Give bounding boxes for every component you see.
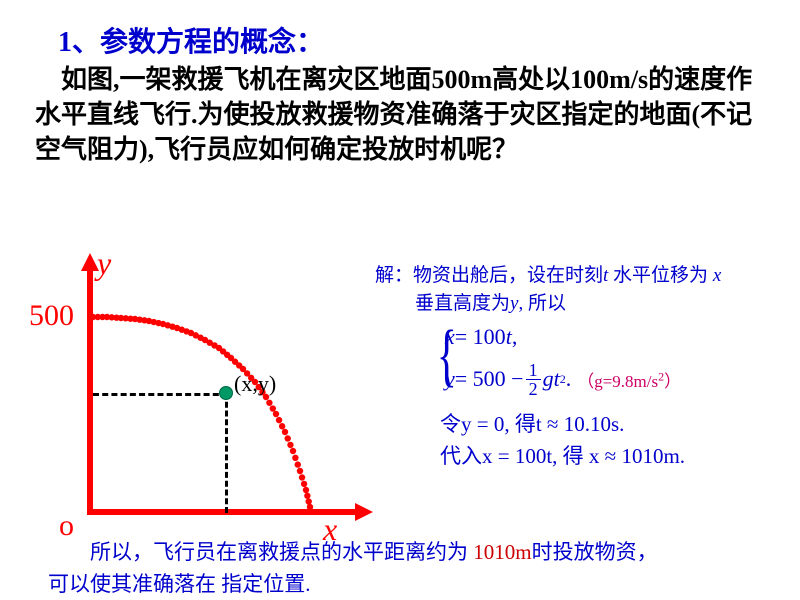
equation-system: x = 100t, y = 500 − 1 2 gt2 . （g=9.8m/s2…: [445, 320, 681, 396]
conclusion-line-2: 可以使其准确落在 指定位置.: [48, 568, 311, 598]
solution-line-1: 解：物资出舱后，设在时刻t 水平位移为 x: [375, 260, 721, 287]
solution-line-2: 垂直高度为y, 所以: [415, 288, 566, 315]
conclusion-line-1: 所以，飞行员在离救援点的水平距离约为 1010m时投放物资，: [90, 536, 658, 566]
solution-line-4: 代入x = 100t, 得 x ≈ 1010m.: [440, 440, 685, 470]
one-half-fraction: 1 2: [526, 361, 541, 398]
solution-line-3: 令y = 0, 得t ≈ 10.10s.: [440, 408, 624, 438]
sample-point: [219, 386, 233, 400]
equation-x: x = 100t,: [445, 320, 681, 354]
section-heading: 1、参数方程的概念：: [58, 20, 324, 60]
dashed-horizontal: [93, 393, 228, 396]
trajectory-diagram: y x o 500 (x,y): [35, 255, 365, 535]
point-label: (x,y): [234, 371, 276, 397]
dashed-vertical: [225, 393, 228, 513]
problem-text: 如图,一架救援飞机在离灾区地面500m高处以100m/s的速度作水平直线飞行.为…: [35, 62, 765, 167]
g-value-note: （g=9.8m/s2）: [577, 367, 681, 392]
equation-y: y = 500 − 1 2 gt2 . （g=9.8m/s2）: [445, 362, 681, 396]
